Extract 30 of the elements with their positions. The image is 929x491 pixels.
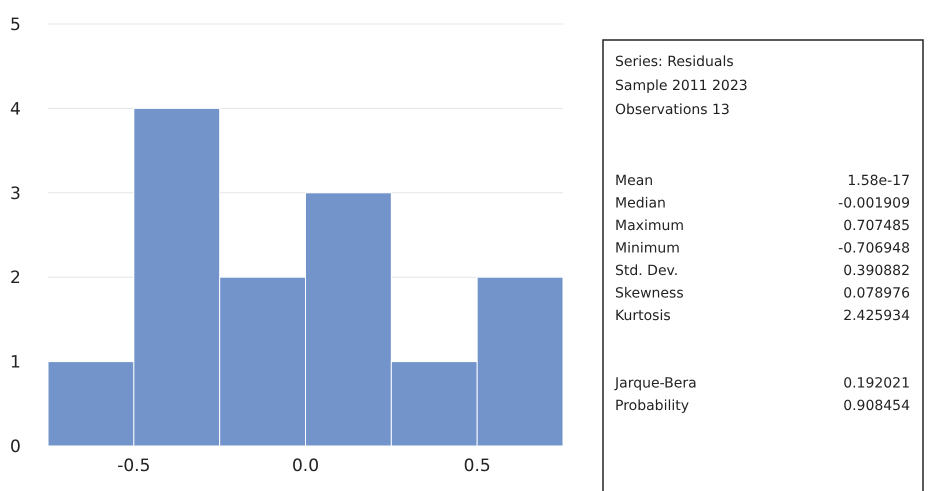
text: 0.192021 bbox=[843, 376, 910, 392]
x-tick-label: 0.0 bbox=[292, 456, 320, 476]
y-tick-label: 1 bbox=[10, 352, 21, 373]
y-tick-label: 5 bbox=[10, 14, 21, 35]
text: 0.707485 bbox=[843, 218, 910, 234]
y-tick-label: 4 bbox=[10, 99, 21, 120]
text: Skewness bbox=[615, 286, 684, 302]
text: Median bbox=[615, 196, 666, 212]
text: Sample 2011 2023 bbox=[615, 78, 748, 94]
text: 0.078976 bbox=[843, 286, 910, 302]
y-tick-label: 2 bbox=[10, 268, 21, 288]
text: Maximum bbox=[615, 218, 684, 234]
text: Observations 13 bbox=[615, 102, 730, 118]
text: Series: Residuals bbox=[615, 54, 734, 70]
x-tick-label: -0.5 bbox=[117, 456, 150, 476]
text: Jarque-Bera bbox=[614, 376, 697, 392]
text: 0.390882 bbox=[843, 263, 910, 279]
text: Std. Dev. bbox=[615, 263, 678, 279]
x-tick-label: 0.5 bbox=[464, 456, 491, 476]
text: Minimum bbox=[615, 240, 680, 256]
text: 1.58e-17 bbox=[847, 173, 910, 189]
text: Mean bbox=[615, 173, 654, 189]
text: Kurtosis bbox=[615, 308, 671, 324]
text: 2.425934 bbox=[843, 308, 910, 324]
text: -0.706948 bbox=[838, 240, 910, 256]
text: Probability bbox=[615, 398, 690, 414]
text: -0.001909 bbox=[838, 196, 910, 212]
y-tick-label: 3 bbox=[10, 184, 21, 204]
text: 0.908454 bbox=[843, 398, 910, 414]
y-tick-label: 0 bbox=[10, 436, 21, 457]
